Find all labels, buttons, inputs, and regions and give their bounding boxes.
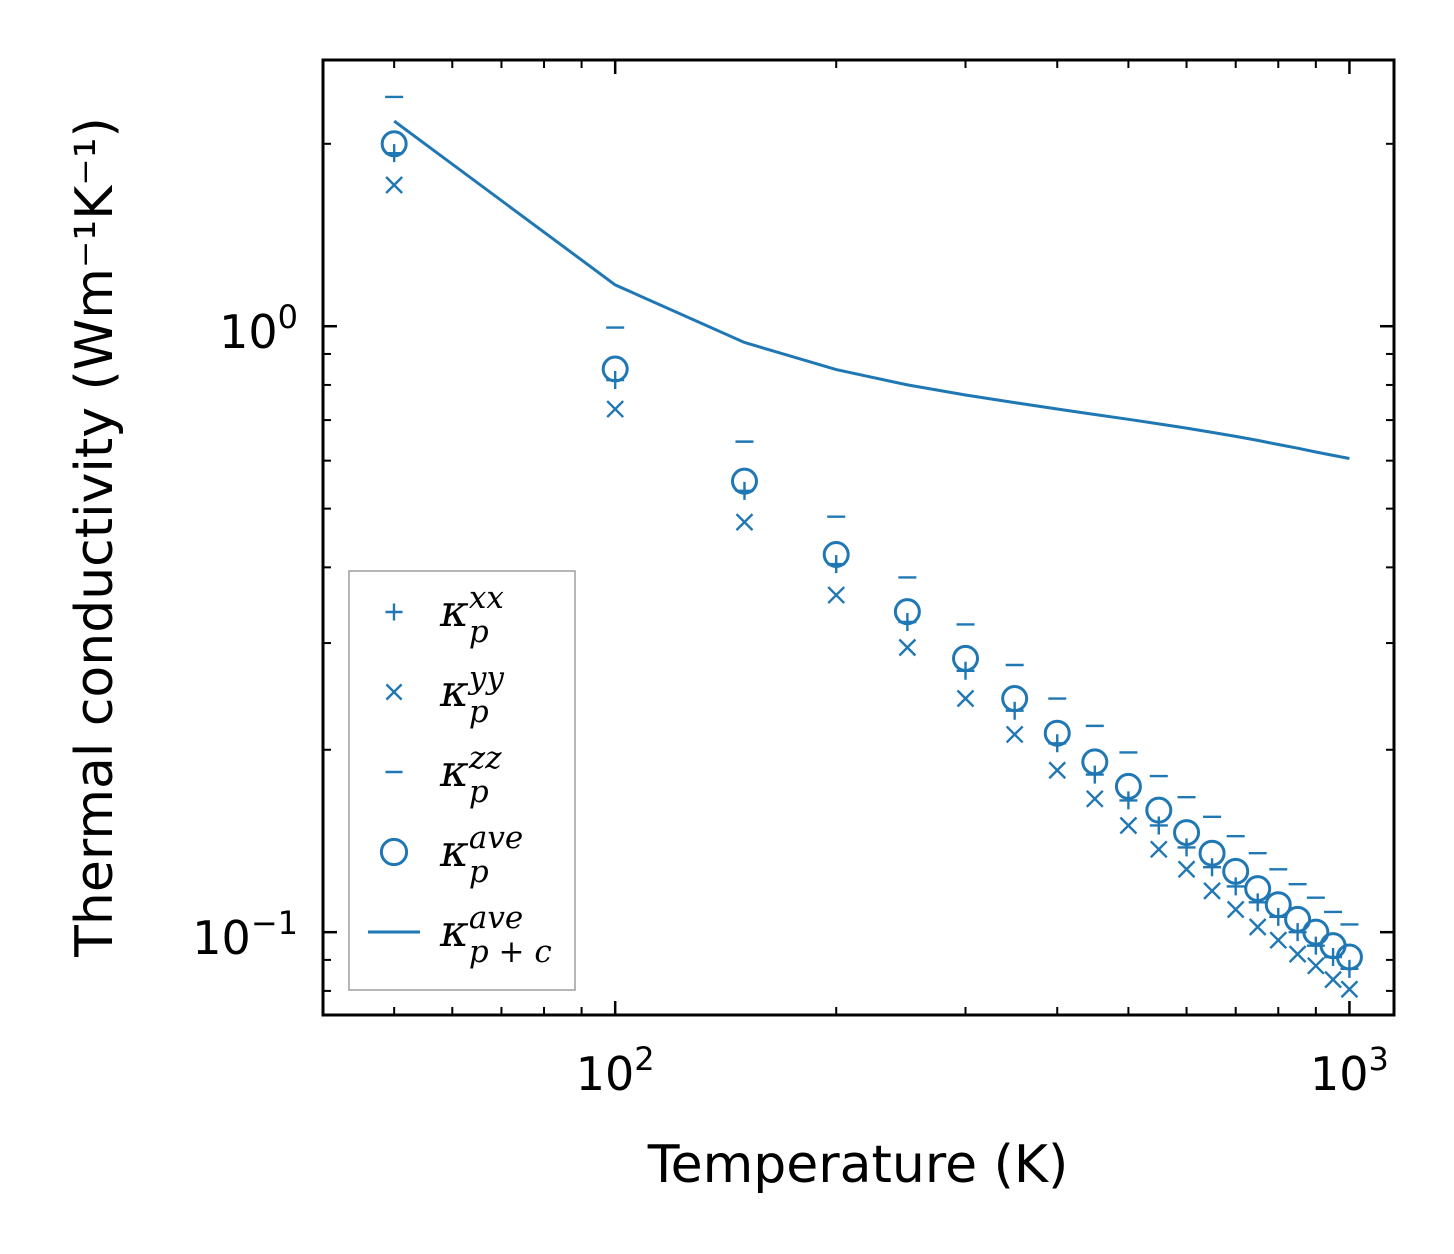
data-point-yy [1324,970,1342,989]
data-point-ave [1302,918,1330,946]
data-point-yy [1119,816,1138,835]
data-point-yy [1149,840,1168,859]
data-point-ave [952,644,980,672]
data-point-yy [1288,945,1307,963]
data-point-ave [1081,748,1109,776]
data-point-ave [1335,943,1363,971]
data-point-ave [1001,685,1029,713]
tick-labels: 102 103 100 10−1 [192,298,1389,1101]
data-point-yy [385,176,404,194]
data-point-yy [735,513,754,531]
legend-marker-yy [385,683,403,701]
data-point-yy [1203,882,1221,900]
data-series [380,95,1363,999]
legend-label-xx: κxx p [439,580,504,650]
data-point-xx [1248,893,1267,912]
data-point-yy [606,400,625,418]
data-point-ave [1043,719,1071,747]
legend-frame [348,570,576,991]
data-point-yy [898,638,917,657]
legend-label-ave_pc: κave p + c [439,900,552,970]
data-point-ave [822,541,850,569]
data-point-ave [1222,857,1250,885]
data-point-ave [1173,819,1201,847]
legend-marker-xx [385,603,403,621]
data-point-ave [1244,875,1272,903]
data-point-ave [601,355,629,383]
data-point-ave [1145,796,1173,824]
data-point-yy [1248,918,1267,936]
data-point-xx [1177,838,1196,857]
legend-label-zz: κzz p [439,740,502,810]
data-point-ave [1114,772,1142,800]
data-point-yy [1306,956,1325,975]
y-axis-label: Thermal conductivity (Wm⁻¹K⁻¹) [65,117,125,958]
data-point-ave [893,598,921,626]
data-point-yy [1226,900,1245,919]
data-point-yy [827,586,846,604]
data-point-yy [1085,789,1104,808]
legend-marker-ave [379,837,409,867]
data-point-xx [1149,816,1168,835]
series-line-ave_pc [393,119,1350,460]
data-point-xx [1203,858,1222,877]
data-point-xx [1119,791,1138,810]
data-point-ave [1284,905,1312,933]
legend: κxx p κyy p κzz p κave p κave p + c [348,570,576,991]
data-point-xx [1226,877,1245,896]
data-point-yy [956,689,975,708]
data-point-yy [1269,931,1288,950]
data-point-yy [1048,761,1067,780]
x-tick-label: 103 [1310,1040,1389,1101]
data-point-ave [730,467,758,495]
data-point-ave [380,130,408,158]
legend-label-ave: κave p [439,820,523,890]
y-tick-label: 10−1 [192,904,298,965]
y-tick-label: 100 [219,298,298,359]
data-point-yy [1005,725,1024,744]
x-axis-label: Temperature (K) [647,1135,1069,1195]
data-point-yy [1340,980,1359,999]
data-point-ave [1264,891,1292,919]
legend-label-yy: κyy p [439,660,504,730]
data-point-yy [1177,860,1196,879]
plot-area-frame [321,58,1396,1017]
x-tick-label: 102 [576,1040,655,1101]
data-point-ave [1198,839,1226,867]
